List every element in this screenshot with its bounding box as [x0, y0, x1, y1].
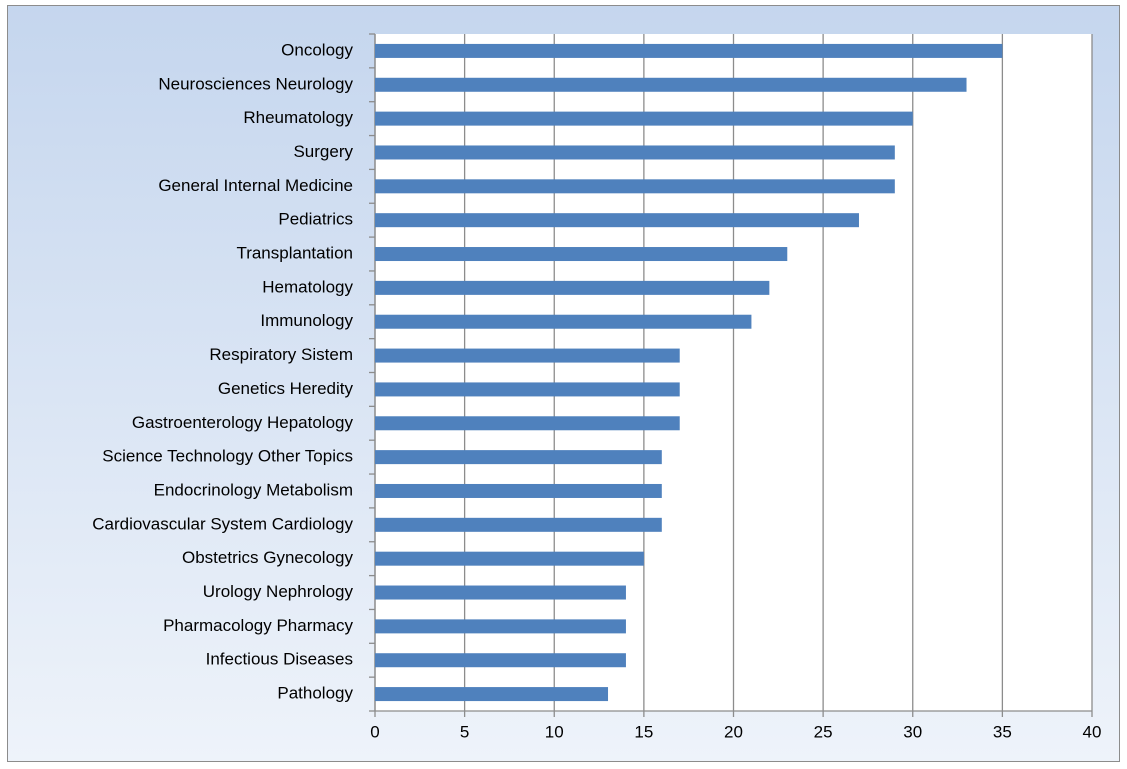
y-tick-label: Immunology — [260, 311, 353, 330]
bar — [375, 43, 1003, 58]
bar — [375, 585, 626, 600]
y-tick-label: Transplantation — [236, 244, 353, 263]
y-tick-label: Hematology — [262, 277, 353, 296]
bar — [375, 77, 967, 92]
bar — [375, 653, 626, 668]
bar — [375, 280, 770, 295]
y-tick-label: Rheumatology — [243, 108, 353, 127]
y-tick-label: Infectious Diseases — [206, 650, 353, 669]
y-tick-label: Respiratory Sistem — [209, 345, 353, 364]
x-tick-label: 30 — [903, 722, 922, 741]
bar — [375, 483, 662, 498]
bar — [375, 687, 609, 702]
x-tick-label: 40 — [1083, 722, 1102, 741]
y-tick-label: Neurosciences Neurology — [158, 74, 353, 93]
x-tick-label: 5 — [460, 722, 469, 741]
bar — [375, 551, 644, 566]
y-tick-label: Oncology — [281, 40, 353, 59]
bar — [375, 179, 895, 194]
x-tick-label: 35 — [993, 722, 1012, 741]
x-tick-label: 15 — [634, 722, 653, 741]
y-tick-label: General Internal Medicine — [158, 176, 353, 195]
y-tick-label: Pharmacology Pharmacy — [163, 616, 353, 635]
bar — [375, 348, 680, 363]
bar — [375, 314, 752, 329]
bar — [375, 416, 680, 431]
bar — [375, 111, 913, 126]
bar — [375, 619, 626, 634]
y-tick-label: Cardiovascular System Cardiology — [92, 514, 353, 533]
y-tick-label: Endocrinology Metabolism — [154, 480, 353, 499]
y-tick-label: Genetics Heredity — [218, 379, 354, 398]
y-tick-label: Gastroenterology Hepatology — [132, 413, 354, 432]
bar — [375, 517, 662, 532]
y-tick-label: Urology Nephrology — [203, 582, 354, 601]
bar — [375, 213, 859, 228]
x-tick-label: 0 — [370, 722, 379, 741]
y-tick-label: Pediatrics — [278, 210, 353, 229]
y-tick-label: Pathology — [277, 684, 353, 703]
y-tick-label: Surgery — [293, 142, 353, 161]
bar — [375, 382, 680, 397]
bar — [375, 247, 788, 262]
x-tick-label: 25 — [814, 722, 833, 741]
bar — [375, 145, 895, 160]
y-tick-label: Science Technology Other Topics — [102, 447, 353, 466]
y-tick-label: Obstetrics Gynecology — [182, 548, 354, 567]
bar — [375, 450, 662, 465]
x-tick-label: 10 — [545, 722, 564, 741]
x-tick-label: 20 — [724, 722, 743, 741]
